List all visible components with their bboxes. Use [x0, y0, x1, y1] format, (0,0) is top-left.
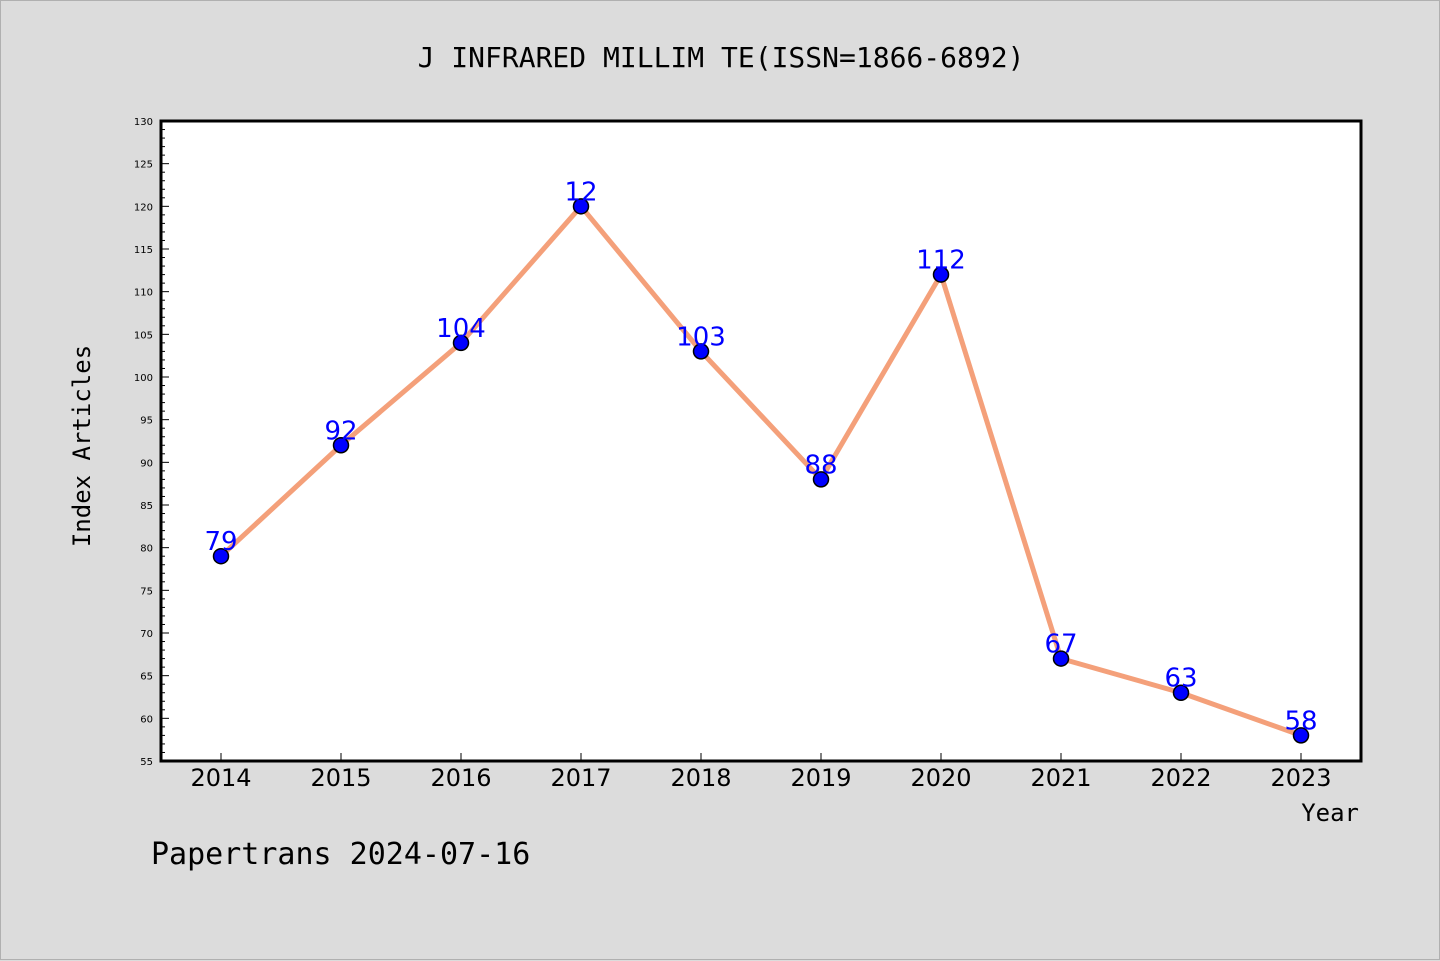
data-label: 112: [916, 246, 966, 276]
data-label: 104: [436, 314, 486, 344]
y-tick-label: 85: [140, 501, 153, 512]
x-axis: 2014 2015 2016 2017 2018 2019 2020 2021 2022 2023: [190, 753, 1332, 792]
footer-credit: Papertrans 2024-07-16: [151, 837, 530, 872]
data-label: 103: [676, 322, 726, 352]
x-tick-label: 2021: [1030, 764, 1091, 792]
data-label: 12: [564, 177, 597, 207]
data-label: 63: [1164, 664, 1197, 694]
x-tick-label: 2020: [910, 764, 971, 792]
x-tick-label: 2022: [1150, 764, 1211, 792]
data-point: [1292, 727, 1310, 744]
y-tick-label: 75: [140, 586, 153, 597]
y-tick-label: 60: [140, 714, 153, 725]
data-point: [1172, 684, 1190, 701]
data-label: 88: [804, 450, 837, 480]
data-point: [812, 471, 830, 488]
data-point: [212, 547, 230, 565]
y-tick-label: 110: [134, 288, 153, 299]
y-tick-label: 125: [134, 160, 153, 171]
x-tick-label: 2015: [310, 764, 371, 792]
data-label: 58: [1284, 706, 1317, 736]
series-line: [218, 203, 1304, 738]
y-tick-label: 120: [134, 202, 153, 213]
x-axis-label: Year: [1301, 799, 1359, 827]
x-tick-label: 2018: [670, 764, 731, 792]
series-line-group: [212, 198, 1310, 744]
x-tick-label: 2016: [430, 764, 491, 792]
y-tick-label: 65: [140, 672, 153, 683]
x-tick-label: 2014: [190, 764, 251, 792]
x-tick-label: 2023: [1270, 764, 1331, 792]
data-label: 92: [324, 416, 357, 446]
y-tick-label: 95: [140, 416, 153, 427]
y-tick-label: 100: [134, 373, 153, 384]
data-point: [932, 266, 950, 283]
y-tick-label: 90: [140, 458, 153, 469]
y-tick-label: 70: [140, 629, 153, 640]
data-point: [692, 343, 710, 360]
y-axis-label: Index Articles: [68, 345, 96, 547]
y-tick-label: 130: [134, 117, 153, 128]
data-label: 67: [1044, 630, 1077, 660]
data-label: 79: [204, 527, 237, 557]
plot-border: [159, 119, 1363, 763]
x-tick-label: 2019: [790, 764, 851, 792]
y-tick-label: 55: [140, 757, 153, 768]
data-point: [572, 198, 590, 215]
y-tick-label: 80: [140, 544, 153, 555]
y-axis: 55 60 65 70 75 80 85 90 95 100 105 110 115 120 125 130: [134, 117, 169, 768]
chart-title: J INFRARED MILLIM TE(ISSN=1866-6892): [418, 41, 1025, 74]
data-label-group: 79 92 104 12 103 88 112 67 63 58: [204, 177, 1317, 736]
x-tick-label: 2017: [550, 764, 611, 792]
y-tick-label: 105: [134, 330, 153, 341]
y-tick-label: 115: [134, 245, 153, 256]
data-point: [1052, 650, 1070, 667]
plot-area: [161, 121, 1361, 761]
data-point: [452, 334, 470, 352]
data-point: [332, 437, 350, 454]
